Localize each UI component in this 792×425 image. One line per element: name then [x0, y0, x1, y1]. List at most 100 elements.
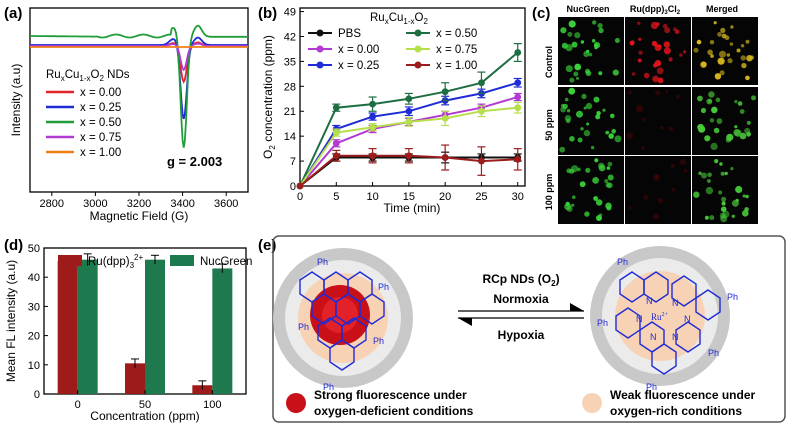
- arrow-label-hypoxia: Hypoxia: [498, 328, 545, 342]
- o2-data-point: [441, 154, 449, 161]
- cell-nucleus: [584, 211, 590, 217]
- cell-nucleus: [590, 145, 595, 150]
- o2-data-point: [441, 114, 449, 122]
- bar: [125, 363, 145, 394]
- cell-nucleus: [581, 93, 587, 99]
- cell-nucleus: [731, 214, 735, 218]
- epr-x-axis-label: Magnetic Field (G): [90, 209, 189, 223]
- cell-nucleus: [571, 41, 578, 48]
- cell-nucleus: [710, 142, 718, 150]
- cell-nucleus: [655, 175, 659, 179]
- cell-nucleus: [595, 114, 601, 120]
- epr-legend-title: RuxCu1-xO2 NDs: [46, 69, 130, 83]
- caption-strong-line1: Strong fluorescence under: [314, 388, 467, 402]
- cell-nucleus: [577, 137, 583, 143]
- n-label: N: [672, 298, 679, 308]
- micrograph-tile: [625, 87, 691, 155]
- cell-nucleus: [707, 172, 712, 178]
- caption-weak-line1: Weak fluorescence under: [610, 388, 755, 402]
- cell-nucleus: [564, 115, 572, 122]
- cell-nucleus: [598, 164, 606, 172]
- cell-nucleus: [726, 53, 731, 57]
- o2-data-point: [332, 152, 340, 160]
- cell-nucleus: [576, 110, 583, 118]
- cell-nucleus: [607, 161, 613, 167]
- cell-nucleus: [668, 126, 674, 132]
- cell-nucleus: [652, 75, 659, 83]
- epr-x-tick-label: 3400: [170, 198, 194, 210]
- o2-legend-swatch-marker: [414, 61, 422, 69]
- bar-axis-ticks: 0 10 20 30 40 50 0 50 100: [28, 243, 222, 411]
- cell-nucleus: [745, 39, 750, 44]
- cell-nucleus: [679, 53, 683, 57]
- cell-nucleus: [696, 39, 702, 45]
- cell-nucleus: [660, 125, 664, 130]
- panel-label-e: (e): [258, 237, 276, 254]
- o2-y-tick-label: 49: [284, 7, 296, 19]
- o2-y-axis-label: O2 concentration (ppm): [261, 35, 277, 159]
- epr-x-tick-label: 2800: [40, 198, 64, 210]
- o2-data-point: [332, 129, 340, 137]
- cell-nucleus: [583, 51, 590, 57]
- cell-nucleus: [701, 61, 707, 68]
- o2-data-point: [369, 113, 376, 120]
- o2-data-point: [405, 107, 413, 115]
- cell-nucleus: [664, 27, 671, 34]
- o2-y-tick-label: 42: [284, 31, 296, 43]
- n-label: N: [646, 296, 653, 306]
- panel-label-d: (d): [4, 237, 23, 254]
- cell-nucleus: [714, 159, 719, 164]
- cell-nucleus: [751, 95, 756, 101]
- scheme-frame: [272, 235, 786, 423]
- micrograph-tile: [692, 87, 758, 155]
- n-label: N: [684, 314, 691, 324]
- cell-nucleus: [583, 106, 587, 110]
- micrograph-tile: [692, 17, 758, 85]
- cell-nucleus: [580, 40, 585, 44]
- cell-nucleus: [707, 179, 711, 183]
- cell-nucleus: [736, 48, 741, 53]
- o2-legend-swatch-marker: [316, 45, 324, 53]
- o2-data-point: [332, 139, 340, 147]
- cell-nucleus: [730, 167, 734, 171]
- cell-nucleus: [640, 145, 645, 150]
- o2-x-tick-label: 0: [297, 191, 303, 203]
- cell-nucleus: [746, 131, 751, 137]
- cell-nucleus: [607, 174, 614, 181]
- cell-nucleus: [718, 190, 723, 195]
- cell-nucleus: [749, 55, 754, 60]
- cell-nucleus: [598, 71, 603, 76]
- cell-nucleus: [737, 101, 743, 106]
- cell-nucleus: [593, 96, 600, 103]
- cell-nucleus: [739, 109, 745, 114]
- cell-nucleus: [627, 90, 632, 95]
- cell-nucleus: [594, 158, 599, 163]
- cell-nucleus: [560, 27, 567, 34]
- o2-x-tick-label: 20: [439, 191, 451, 203]
- epr-series-line: [30, 36, 248, 120]
- right-rcp-molecule: [615, 271, 721, 375]
- cell-nucleus: [569, 168, 575, 174]
- cell-nucleus: [734, 129, 742, 137]
- o2-chart-title: RuxCu1-xO2: [370, 12, 428, 26]
- bar-y-tick-label: 40: [28, 272, 40, 284]
- cell-nucleus: [614, 135, 622, 143]
- cell-nucleus: [561, 42, 568, 49]
- cell-nucleus: [656, 67, 664, 75]
- cell-nucleus: [567, 31, 573, 37]
- o2-legend-swatch-marker: [316, 29, 324, 37]
- bar: [212, 268, 233, 394]
- cell-nucleus: [568, 20, 576, 28]
- o2-legend-label: x = 1.00: [436, 60, 477, 72]
- cell-nucleus: [693, 47, 699, 53]
- o2-x-axis-label: Time (min): [384, 201, 441, 215]
- o2-data-point: [369, 100, 376, 108]
- cell-nucleus: [657, 197, 664, 204]
- cell-nucleus: [719, 50, 726, 58]
- cell-nucleus: [714, 73, 722, 80]
- cell-nucleus: [610, 113, 615, 119]
- cell-nucleus: [565, 65, 573, 73]
- epr-series-line: [30, 42, 248, 72]
- epr-legend-label: x = 1.00: [80, 147, 121, 159]
